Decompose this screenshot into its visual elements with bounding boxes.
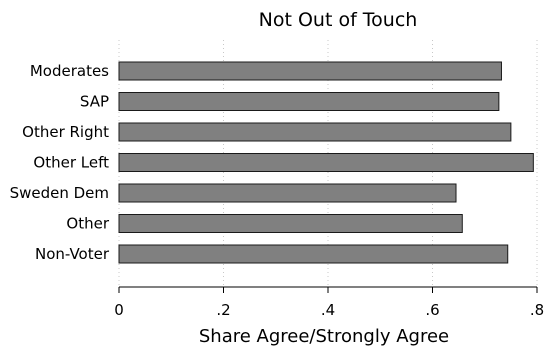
x-tick-label: 0 (114, 301, 124, 319)
bar-sap (118, 92, 500, 111)
category-label: Other Right (22, 123, 109, 141)
category-label: Other (66, 215, 109, 233)
x-axis-title: Share Agree/Strongly Agree (199, 326, 449, 347)
category-label: Non-Voter (35, 245, 110, 263)
x-tick-label: .2 (216, 301, 230, 319)
category-label: Moderates (30, 62, 109, 80)
category-label: SAP (80, 93, 109, 111)
chart-title: Not Out of Touch (259, 9, 418, 31)
bars (118, 61, 534, 264)
bar-non-voter (118, 244, 509, 264)
x-tick-label: .4 (321, 301, 335, 319)
bar-moderates (118, 61, 502, 81)
x-tick-label: .8 (530, 301, 544, 319)
category-label: Sweden Dem (10, 184, 109, 202)
x-tick-label: .6 (425, 301, 439, 319)
bar-sweden-dem (118, 183, 457, 203)
category-labels: Moderates SAP Other Right Other Left Sweden … (10, 62, 110, 263)
category-label: Other Left (33, 154, 109, 172)
bar-other (118, 214, 463, 233)
x-axis-ticks: 0 .2 .4 .6 .8 (114, 287, 544, 319)
bar-other-right (118, 122, 512, 142)
bar-other-left (118, 153, 534, 172)
